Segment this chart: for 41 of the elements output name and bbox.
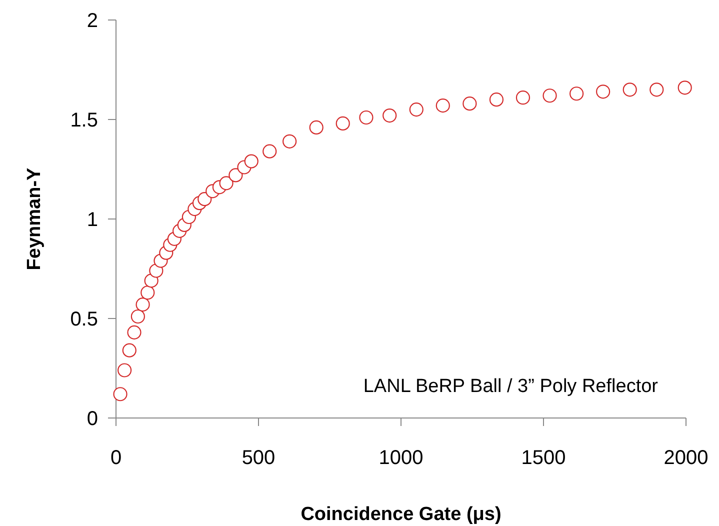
y-tick-label: 0 bbox=[86, 408, 98, 430]
point bbox=[542, 88, 557, 103]
y-tick-label: 2 bbox=[86, 10, 98, 32]
point bbox=[262, 144, 277, 158]
point bbox=[244, 154, 258, 168]
point bbox=[140, 286, 155, 300]
y-axis-title: Feynman-Y bbox=[24, 167, 45, 270]
point bbox=[489, 92, 504, 107]
point bbox=[336, 116, 350, 131]
point bbox=[462, 96, 477, 111]
x-tick-label: 1500 bbox=[521, 447, 566, 469]
point bbox=[516, 90, 530, 105]
point bbox=[436, 98, 450, 113]
point bbox=[219, 176, 234, 190]
point bbox=[570, 86, 584, 101]
point bbox=[650, 82, 664, 97]
x-tick-label: 500 bbox=[242, 447, 276, 469]
point bbox=[130, 309, 145, 324]
point bbox=[228, 168, 243, 182]
point bbox=[678, 80, 692, 95]
x-axis-title: Coincidence Gate (μs) bbox=[300, 504, 502, 525]
point bbox=[596, 84, 610, 99]
point bbox=[409, 102, 424, 117]
point bbox=[113, 387, 128, 402]
y-tick-label: 1.5 bbox=[70, 110, 98, 132]
point bbox=[309, 120, 324, 134]
point bbox=[136, 298, 150, 312]
point bbox=[127, 325, 142, 340]
point bbox=[282, 134, 297, 148]
point bbox=[382, 108, 397, 123]
point bbox=[198, 192, 212, 206]
y-tick-label: 0.5 bbox=[70, 308, 98, 330]
x-tick-label: 1000 bbox=[378, 447, 424, 469]
point bbox=[118, 363, 132, 378]
x-tick-label: 0 bbox=[110, 447, 122, 469]
point bbox=[122, 343, 136, 358]
point bbox=[359, 110, 374, 125]
point bbox=[622, 82, 637, 97]
annotation: LANL BeRP Ball / 3” Poly Reflector bbox=[363, 376, 659, 397]
y-tick-label: 1 bbox=[86, 209, 98, 231]
x-tick-label: 2000 bbox=[664, 447, 708, 469]
